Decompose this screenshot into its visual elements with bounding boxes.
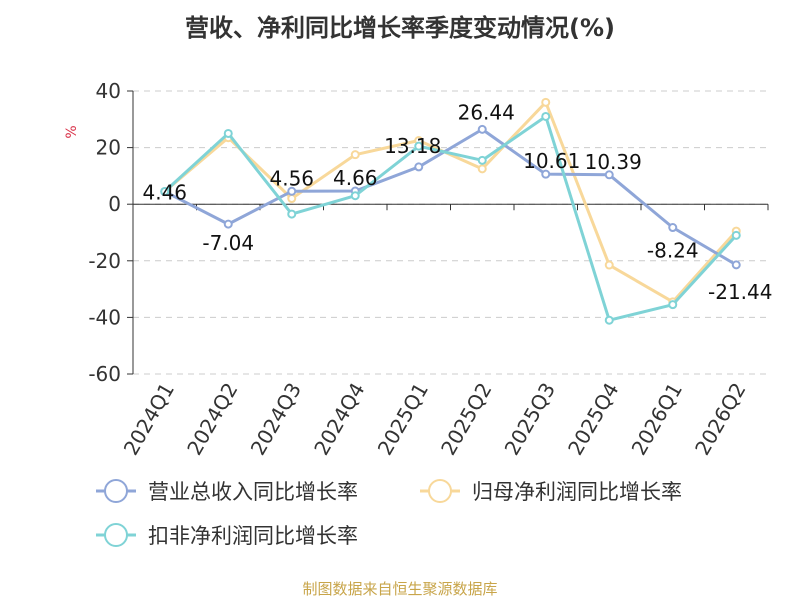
data-label: -8.24 (647, 239, 699, 263)
legend-item: 营业总收入同比增长率 (96, 479, 358, 504)
y-tick-label: -40 (88, 305, 121, 329)
y-tick-label: -60 (88, 362, 121, 386)
data-point (414, 141, 424, 151)
x-tick-label: 2025Q3 (500, 379, 560, 460)
x-tick-labels: 2024Q1 2024Q2 2024Q3 2024Q4 2025Q1 2025Q2 2025… (119, 379, 751, 460)
data-point (477, 155, 487, 165)
y-tick-label: -20 (88, 249, 121, 273)
data-point (287, 209, 297, 219)
data-point (223, 219, 233, 229)
data-label: 10.39 (585, 150, 642, 174)
legend-item: 归母净利润同比增长率 (420, 479, 682, 504)
data-label: 4.66 (333, 166, 378, 190)
data-point (604, 170, 614, 180)
data-point (287, 186, 297, 196)
data-point (477, 124, 487, 134)
y-tick-labels: 40 20 0 -20 -40 -60 (88, 79, 121, 386)
series-lines (160, 97, 741, 325)
data-point (541, 169, 551, 179)
x-tick-label: 2024Q3 (246, 379, 306, 460)
y-tick-label: 40 (96, 79, 121, 103)
data-point (541, 97, 551, 107)
data-point (477, 164, 487, 174)
x-tick-label: 2025Q2 (436, 379, 496, 460)
data-label: 10.61 (523, 149, 580, 173)
x-tick-label: 2026Q1 (627, 379, 687, 460)
series-line (164, 127, 738, 267)
data-point (731, 260, 741, 270)
data-point (287, 194, 297, 204)
data-label: 13.18 (384, 134, 441, 158)
data-point (350, 191, 360, 201)
data-label: -21.44 (708, 280, 772, 304)
data-point (541, 111, 551, 121)
data-label: 4.56 (269, 166, 314, 190)
legend-label: 营业总收入同比增长率 (148, 480, 358, 504)
x-tick-label: 2024Q1 (119, 379, 179, 460)
data-point (223, 128, 233, 138)
y-axis-label: % (64, 125, 80, 138)
data-label: -7.04 (202, 231, 254, 255)
data-point (668, 300, 678, 310)
legend-label: 归母净利润同比增长率 (472, 480, 682, 504)
y-tick-label: 20 (96, 136, 121, 160)
x-tick-label: 2024Q2 (182, 379, 242, 460)
data-point (604, 260, 614, 270)
data-point (350, 150, 360, 160)
y-tick-label: 0 (108, 192, 121, 216)
data-point (731, 230, 741, 240)
chart-title: 营收、净利同比增长率季度变动情况(%) (185, 14, 615, 42)
axes (132, 91, 769, 374)
x-tick-label: 2026Q2 (690, 379, 750, 460)
legend-item: 扣非净利润同比增长率 (96, 523, 358, 548)
series-line (163, 100, 738, 304)
x-tick-label: 2024Q4 (309, 379, 369, 460)
x-tick-label: 2025Q1 (373, 379, 433, 460)
x-tick-label: 2025Q4 (563, 379, 623, 460)
source-note: 制图数据来自恒生聚源数据库 (302, 580, 498, 598)
legend-label: 扣非净利润同比增长率 (148, 524, 358, 548)
data-label: 26.44 (458, 100, 515, 124)
legend-marker (104, 479, 128, 503)
data-point (414, 162, 424, 172)
data-point (668, 223, 678, 233)
data-point (604, 315, 614, 325)
series-line (163, 114, 738, 322)
data-point (160, 186, 170, 196)
data-label: 4.46 (142, 181, 187, 205)
legend-marker (428, 479, 452, 503)
legend-marker (104, 523, 128, 547)
